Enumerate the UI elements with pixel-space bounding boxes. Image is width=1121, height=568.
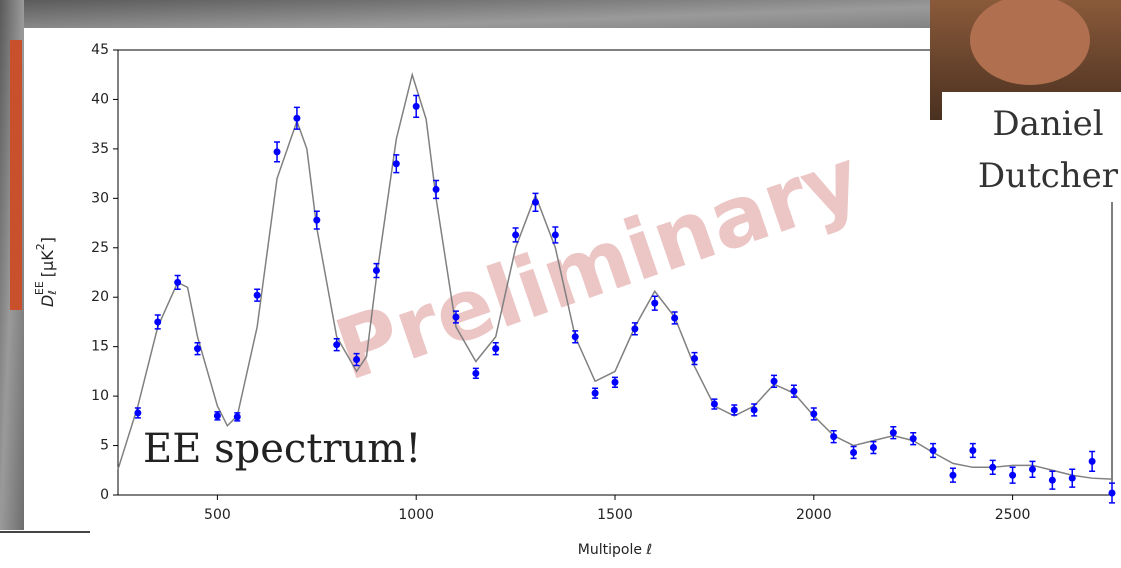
panel xyxy=(0,530,90,564)
data-point xyxy=(412,102,420,110)
data-point xyxy=(233,413,241,421)
y-tick-label: 20 xyxy=(91,289,109,305)
data-point xyxy=(889,429,897,437)
data-point xyxy=(353,356,361,364)
data-point xyxy=(452,313,460,321)
x-tick-label: 1500 xyxy=(597,507,633,523)
data-point xyxy=(651,299,659,307)
y-tick-label: 35 xyxy=(91,141,109,157)
data-point xyxy=(571,333,579,341)
y-axis-label-part: 2 xyxy=(34,243,47,250)
data-point xyxy=(611,378,619,386)
x-tick-label: 2500 xyxy=(995,507,1031,523)
data-point xyxy=(710,400,718,408)
data-point xyxy=(293,114,301,122)
data-point xyxy=(730,406,738,414)
data-point xyxy=(810,410,818,418)
data-point xyxy=(512,231,520,239)
x-axis-label: Multipole ℓ xyxy=(578,542,652,558)
y-tick-label: 25 xyxy=(91,240,109,256)
y-axis-label-part: ℓ xyxy=(46,290,59,296)
data-point xyxy=(154,318,162,326)
data-point xyxy=(531,198,539,206)
data-point xyxy=(1088,457,1096,465)
y-tick-label: 5 xyxy=(100,438,109,454)
y-axis-label-part: [μK xyxy=(38,250,57,277)
data-point xyxy=(691,355,699,363)
data-point xyxy=(472,369,480,377)
data-point xyxy=(1048,476,1056,484)
data-point xyxy=(1068,474,1076,482)
data-point xyxy=(194,345,202,353)
data-point xyxy=(869,444,877,452)
data-point xyxy=(1009,471,1017,479)
data-point xyxy=(1108,489,1116,497)
data-point xyxy=(372,267,380,275)
data-point xyxy=(591,389,599,397)
y-tick-label: 30 xyxy=(91,190,109,206)
caption-box xyxy=(942,92,1121,202)
data-point xyxy=(631,325,639,333)
photo-caption: Dutcher xyxy=(978,156,1119,196)
photo-face xyxy=(970,0,1090,85)
data-point xyxy=(253,291,261,299)
chart-panel xyxy=(24,28,934,564)
data-point xyxy=(671,314,679,322)
photo-caption: Daniel xyxy=(992,104,1103,144)
data-point xyxy=(750,406,758,414)
data-point xyxy=(273,148,281,156)
data-point xyxy=(929,447,937,454)
y-tick-label: 45 xyxy=(91,42,109,58)
x-tick-label: 1000 xyxy=(398,507,434,523)
data-point xyxy=(770,377,778,385)
data-point xyxy=(989,463,997,471)
data-point xyxy=(969,447,977,454)
annotation: EE spectrum! xyxy=(143,426,421,472)
accent-bar xyxy=(10,40,22,310)
data-point xyxy=(392,160,400,168)
y-axis-label-part: EE xyxy=(33,281,46,295)
data-point xyxy=(850,448,858,456)
data-point xyxy=(333,341,341,349)
data-point xyxy=(432,185,440,193)
y-tick-label: 10 xyxy=(91,388,109,404)
data-point xyxy=(949,471,957,479)
data-point xyxy=(830,433,838,441)
data-point xyxy=(174,278,182,286)
data-point xyxy=(1028,465,1036,473)
data-point xyxy=(790,387,798,395)
y-tick-label: 15 xyxy=(91,339,109,355)
data-point xyxy=(909,435,917,443)
y-axis-label: DℓEE [μK2] xyxy=(33,237,59,307)
y-tick-label: 40 xyxy=(91,91,109,107)
data-point xyxy=(213,412,221,420)
data-point xyxy=(134,409,142,417)
data-point xyxy=(492,345,500,353)
y-axis-label-part: ] xyxy=(38,237,57,243)
y-tick-label: 0 xyxy=(100,487,109,503)
data-point xyxy=(551,231,559,239)
data-point xyxy=(313,216,321,224)
y-axis-label-part: D xyxy=(38,295,57,307)
x-tick-label: 2000 xyxy=(796,507,832,523)
x-tick-label: 500 xyxy=(204,507,231,523)
